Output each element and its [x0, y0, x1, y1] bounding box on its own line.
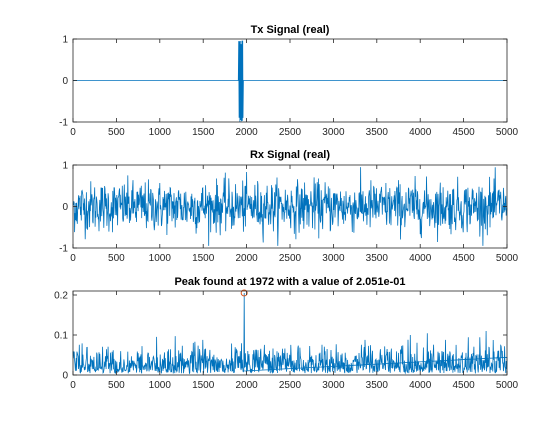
y-tick-label: 0.2	[54, 291, 68, 302]
series-line	[73, 40, 507, 123]
x-tick-label: 0	[70, 380, 76, 391]
x-tick-label: 500	[108, 127, 125, 138]
x-tick-label: 3500	[366, 253, 389, 264]
x-tick-label: 4500	[452, 253, 475, 264]
y-tick-label: 0.1	[54, 331, 68, 342]
tx-signal-plot-area	[73, 40, 507, 123]
correlation-axes: Peak found at 1972 with a value of 2.051…	[54, 276, 518, 391]
series-line	[72, 292, 508, 375]
rx-signal-ticks: 0 500 1000 1500 2000 2500 3000 3500 4000 4500 5000…	[59, 161, 518, 265]
x-tick-label: 1000	[149, 380, 172, 391]
x-tick-label: 2000	[235, 380, 258, 391]
x-tick-label: 4000	[409, 380, 432, 391]
tx-signal-title: Tx Signal (real)	[251, 24, 330, 36]
x-tick-label: 4500	[452, 127, 475, 138]
correlation-plot-area	[72, 289, 508, 375]
y-tick-label: -1	[59, 118, 68, 129]
y-tick-label: 0	[62, 371, 68, 382]
rx-signal-title: Rx Signal (real)	[250, 149, 330, 161]
x-tick-label: 1500	[192, 380, 215, 391]
rx-signal-plot-area	[72, 167, 508, 246]
x-tick-label: 2000	[235, 253, 258, 264]
x-tick-label: 4000	[409, 253, 432, 264]
x-tick-label: 3000	[322, 253, 345, 264]
x-tick-label: 2500	[279, 253, 302, 264]
x-tick-label: 1500	[192, 127, 215, 138]
x-tick-label: 1500	[192, 253, 215, 264]
correlation-title: Peak found at 1972 with a value of 2.051…	[174, 276, 405, 288]
y-tick-label: -1	[59, 244, 68, 255]
x-tick-label: 2500	[279, 127, 302, 138]
x-tick-label: 500	[108, 380, 125, 391]
x-tick-label: 4000	[409, 127, 432, 138]
x-tick-label: 5000	[496, 127, 519, 138]
y-tick-label: 1	[62, 161, 68, 172]
rx-signal-axes: Rx Signal (real) 0 500 1000 1500 2000 2500 300…	[59, 149, 518, 264]
x-tick-label: 1000	[149, 253, 172, 264]
x-tick-label: 0	[70, 127, 76, 138]
correlation-ticks: 0 500 1000 1500 2000 2500 3000 3500 4000 4500 5000…	[54, 291, 518, 392]
x-tick-label: 1000	[149, 127, 172, 138]
x-tick-label: 3000	[322, 127, 345, 138]
y-tick-label: 0	[62, 76, 68, 87]
x-tick-label: 5000	[496, 253, 519, 264]
series-line	[72, 167, 508, 246]
x-tick-label: 2000	[235, 127, 258, 138]
peak-marker	[240, 289, 248, 297]
y-tick-label: 0	[62, 202, 68, 213]
x-tick-label: 500	[108, 253, 125, 264]
x-tick-label: 3500	[366, 380, 389, 391]
tx-signal-axes: Tx Signal (real) 0 500 1000 1500 2000 2500 300…	[59, 24, 518, 138]
x-tick-label: 3000	[322, 380, 345, 391]
y-tick-label: 1	[62, 35, 68, 46]
x-tick-label: 5000	[496, 380, 519, 391]
x-tick-label: 0	[70, 253, 76, 264]
x-tick-label: 2500	[279, 380, 302, 391]
tx-signal-ticks: 0 500 1000 1500 2000 2500 3000 3500 4000 4500 5000…	[59, 35, 518, 139]
x-tick-label: 3500	[366, 127, 389, 138]
x-tick-label: 4500	[452, 380, 475, 391]
